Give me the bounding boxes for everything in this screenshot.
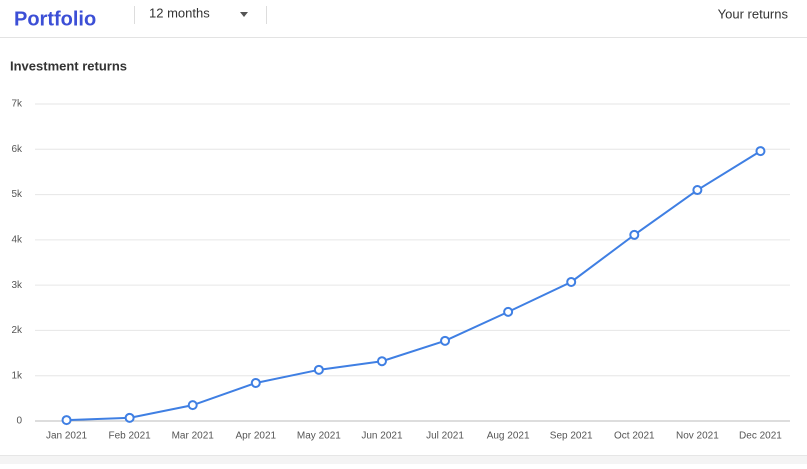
dropdown-label[interactable]: 12 months: [149, 5, 210, 20]
data-point: [755, 146, 766, 157]
x-tick-label: Jul 2021: [426, 431, 464, 442]
y-tick-label: 5k: [11, 189, 23, 200]
y-tick-label: 2k: [11, 325, 23, 336]
x-tick-label: Oct 2021: [614, 431, 655, 442]
x-tick-label: Feb 2021: [108, 431, 151, 442]
y-tick-label: 6k: [11, 144, 23, 155]
x-tick-label: Sep 2021: [550, 431, 593, 442]
x-tick-label: Nov 2021: [676, 431, 719, 442]
data-point: [566, 276, 577, 287]
period-dropdown[interactable]: 12 months: [149, 5, 248, 20]
data-point: [124, 412, 135, 423]
returns-link[interactable]: Your returns: [718, 6, 789, 21]
header-bar: [0, 0, 807, 37]
footer-strip: [0, 455, 807, 464]
x-tick-label: Jun 2021: [361, 431, 403, 442]
data-point: [440, 335, 451, 346]
data-point: [692, 185, 703, 196]
data-point: [61, 415, 72, 426]
data-point: [187, 400, 198, 411]
y-tick-label: 4k: [11, 234, 23, 245]
y-tick-label: 7k: [11, 99, 23, 110]
data-point: [629, 229, 640, 240]
app-title: Portfolio: [14, 8, 96, 30]
y-tick-label: 0: [16, 416, 22, 427]
x-tick-label: May 2021: [297, 431, 341, 442]
x-tick-label: Apr 2021: [235, 431, 276, 442]
x-tick-label: Mar 2021: [172, 431, 215, 442]
x-tick-label: Aug 2021: [487, 431, 530, 442]
chart-title: Investment returns: [10, 58, 127, 73]
dropdown-caret[interactable]: [240, 12, 248, 17]
x-tick-label: Jan 2021: [46, 431, 88, 442]
y-tick-label: 1k: [11, 370, 23, 381]
x-tick-label: Dec 2021: [739, 431, 782, 442]
data-point: [503, 306, 514, 317]
data-point: [376, 356, 387, 367]
series-line: [66, 150, 761, 422]
data-point: [313, 364, 324, 375]
y-tick-label: 3k: [11, 280, 23, 291]
data-point: [250, 377, 261, 388]
